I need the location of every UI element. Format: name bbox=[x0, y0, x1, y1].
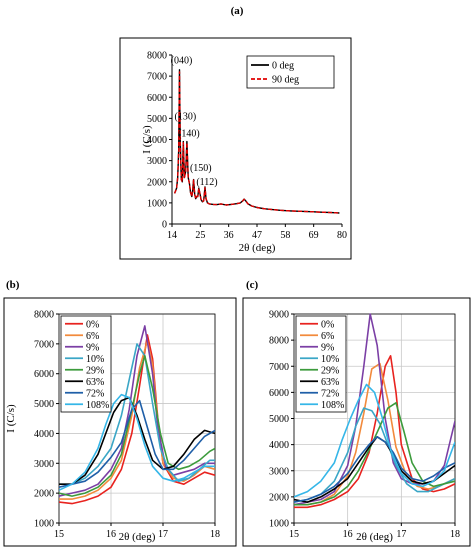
y-tick-label: 4000 bbox=[34, 429, 54, 440]
y-tick-label: 7000 bbox=[147, 72, 167, 83]
legend-label: 0 deg bbox=[272, 61, 294, 72]
y-tick-label: 4000 bbox=[147, 135, 167, 146]
legend-label: 29% bbox=[86, 365, 104, 376]
legend-label: 0% bbox=[321, 319, 334, 330]
y-tick-label: 7000 bbox=[34, 339, 54, 350]
y-tick-label: 0 bbox=[162, 220, 167, 231]
x-tick-label: 16 bbox=[106, 529, 116, 540]
x-tick-label: 47 bbox=[252, 230, 262, 241]
chart-b: 1000 2000 3000 4000 5000 6000 7000 8000 15 16 17 18… bbox=[3, 297, 237, 547]
series-line-10- bbox=[294, 407, 455, 503]
y-tick-label: 5000 bbox=[147, 114, 167, 125]
y-tick-label: 2000 bbox=[147, 177, 167, 188]
x-tick-label: 15 bbox=[289, 529, 299, 540]
legend-label: 9% bbox=[321, 342, 334, 353]
panel-label-b: (b) bbox=[6, 279, 20, 291]
series-line-63- bbox=[59, 396, 215, 485]
peak-annotation: (150) bbox=[190, 163, 212, 174]
legend-label: 6% bbox=[86, 331, 99, 342]
y-tick-label: 2000 bbox=[34, 489, 54, 500]
x-axis-label: 2θ (deg) bbox=[356, 531, 393, 543]
legend-label: 72% bbox=[321, 388, 339, 399]
legend-label: 9% bbox=[86, 342, 99, 353]
peak-annotation: (130) bbox=[174, 111, 196, 122]
legend-label: 63% bbox=[86, 377, 104, 388]
y-tick-label: 7000 bbox=[269, 362, 289, 373]
y-tick-label: 9000 bbox=[269, 310, 289, 321]
x-tick-label: 18 bbox=[450, 529, 460, 540]
series-line-0- bbox=[59, 334, 215, 505]
y-tick-label: 8000 bbox=[269, 336, 289, 347]
x-tick-label: 15 bbox=[54, 529, 64, 540]
series-line-108- bbox=[59, 393, 215, 491]
legend-label: 10% bbox=[321, 354, 339, 365]
x-tick-label: 17 bbox=[158, 529, 168, 540]
y-axis-label: I (C/s) bbox=[5, 404, 17, 433]
legend-label: 90 deg bbox=[272, 75, 299, 86]
y-tick-label: 3000 bbox=[147, 156, 167, 167]
series-line-29- bbox=[59, 355, 215, 497]
legend-box bbox=[295, 315, 347, 413]
panel-label-a: (a) bbox=[231, 5, 244, 17]
y-tick-label: 3000 bbox=[269, 466, 289, 477]
series-line-90-deg bbox=[173, 71, 340, 214]
x-tick-label: 18 bbox=[210, 529, 220, 540]
y-tick-label: 5000 bbox=[34, 399, 54, 410]
peak-annotation: (040) bbox=[171, 55, 193, 66]
y-tick-label: 4000 bbox=[269, 440, 289, 451]
legend-label: 63% bbox=[321, 377, 339, 388]
x-tick-label: 14 bbox=[167, 230, 177, 241]
y-tick-label: 6000 bbox=[147, 93, 167, 104]
x-axis-label: 2θ (deg) bbox=[119, 531, 156, 543]
x-tick-label: 17 bbox=[396, 529, 406, 540]
y-tick-label: 1000 bbox=[269, 519, 289, 530]
legend-box bbox=[60, 315, 112, 413]
x-tick-label: 36 bbox=[224, 230, 234, 241]
plot-area bbox=[58, 313, 216, 524]
series-line-0- bbox=[294, 355, 455, 509]
series-line-108- bbox=[294, 383, 455, 498]
legend-label: 6% bbox=[321, 331, 334, 342]
legend-label: 108% bbox=[86, 400, 109, 411]
y-tick-label: 8000 bbox=[147, 51, 167, 62]
x-axis-label: 2θ (deg) bbox=[239, 242, 276, 254]
x-tick-label: 80 bbox=[337, 230, 347, 241]
y-tick-label: 3000 bbox=[34, 459, 54, 470]
x-tick-label: 16 bbox=[343, 529, 353, 540]
chart-a: 0 1000 2000 3000 4000 5000 6000 7000 8000 14 25 36 4… bbox=[119, 37, 352, 260]
legend-label: 29% bbox=[321, 365, 339, 376]
series-line-72- bbox=[59, 399, 215, 488]
peak-annotation: (112) bbox=[196, 177, 217, 188]
y-tick-label: 6000 bbox=[34, 369, 54, 380]
y-tick-label: 6000 bbox=[269, 388, 289, 399]
y-tick-label: 2000 bbox=[269, 492, 289, 503]
panel-label-c: (c) bbox=[246, 279, 259, 291]
legend-label: 0% bbox=[86, 319, 99, 330]
y-tick-label: 1000 bbox=[147, 198, 167, 209]
legend-label: 108% bbox=[321, 400, 344, 411]
chart-c: 1000 2000 3000 4000 5000 6000 7000 8000 9000 15 16… bbox=[242, 297, 471, 547]
peak-annotation: (140) bbox=[178, 128, 200, 139]
legend-label: 10% bbox=[86, 354, 104, 365]
y-tick-label: 8000 bbox=[34, 310, 54, 321]
x-tick-label: 69 bbox=[309, 230, 319, 241]
x-tick-label: 58 bbox=[280, 230, 290, 241]
y-axis-label: I (C/s) bbox=[141, 125, 153, 154]
legend-box bbox=[246, 55, 335, 89]
y-tick-label: 5000 bbox=[269, 414, 289, 425]
x-tick-label: 25 bbox=[195, 230, 205, 241]
legend-label: 72% bbox=[86, 388, 104, 399]
series-line-72- bbox=[294, 436, 455, 503]
series-line-9- bbox=[59, 325, 215, 497]
y-tick-label: 1000 bbox=[34, 519, 54, 530]
